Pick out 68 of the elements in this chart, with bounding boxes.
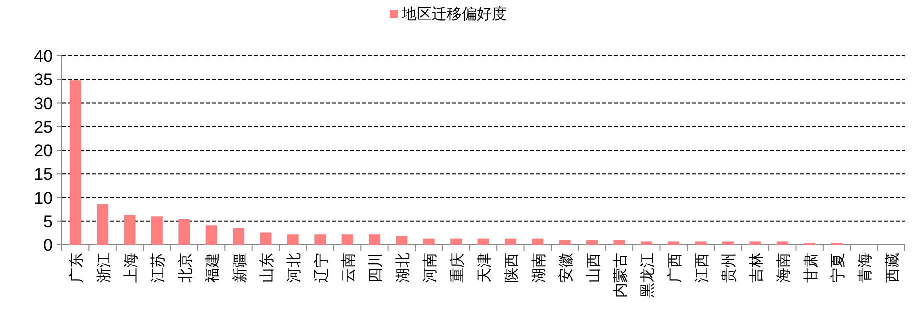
y-tick-label: 15 — [34, 165, 53, 184]
x-tick-label: 上海 — [122, 253, 140, 283]
x-tick-label: 安徽 — [558, 253, 576, 283]
x-tick-label: 福建 — [204, 253, 222, 283]
x-tick-label: 广东 — [68, 253, 86, 283]
x-tick-label: 湖北 — [394, 253, 412, 283]
bar — [450, 238, 462, 245]
x-tick-label: 贵州 — [721, 253, 738, 283]
y-tick-label: 25 — [34, 118, 53, 137]
x-tick-label: 黑龙江 — [640, 253, 657, 298]
y-tick-label: 40 — [34, 47, 53, 66]
x-tick-label: 甘肃 — [802, 253, 820, 283]
y-tick-label: 5 — [44, 212, 53, 232]
x-tick-label: 天津 — [476, 253, 494, 283]
x-tick-label: 吉林 — [748, 253, 766, 283]
x-tick-label: 青海 — [857, 253, 874, 283]
x-tick-label: 陕西 — [504, 253, 521, 283]
x-tick-label: 新疆 — [232, 253, 249, 283]
x-tick-label: 重庆 — [449, 253, 466, 283]
bar — [532, 238, 544, 245]
bar — [178, 219, 190, 245]
bar — [260, 232, 272, 245]
x-tick-label: 北京 — [177, 253, 194, 283]
bar — [97, 204, 108, 245]
x-tick-label: 海南 — [776, 253, 793, 283]
y-tick-label: 35 — [34, 70, 53, 90]
x-tick-label: 云南 — [340, 253, 358, 283]
x-tick-label: 四川 — [368, 253, 385, 283]
bar — [750, 242, 762, 245]
bar — [151, 216, 163, 245]
bar — [124, 215, 136, 245]
bar — [722, 242, 734, 245]
x-tick-label: 河北 — [286, 253, 304, 283]
x-tick-label: 河南 — [422, 253, 440, 283]
bar — [695, 242, 707, 245]
x-tick-label: 浙江 — [96, 253, 113, 283]
bar — [640, 242, 652, 245]
bar — [314, 234, 326, 245]
bar — [396, 236, 408, 245]
bar — [369, 234, 380, 245]
bar — [478, 238, 490, 245]
bar — [342, 234, 354, 245]
bar — [423, 238, 435, 245]
bar — [586, 240, 598, 245]
x-tick-label: 内蒙古 — [612, 253, 630, 298]
bar — [233, 228, 244, 245]
x-tick-label: 广西 — [666, 253, 684, 283]
x-tick-label: 西藏 — [884, 253, 902, 283]
legend-label: 地区迁移偏好度 — [401, 6, 507, 23]
bar — [668, 242, 680, 245]
y-tick-label: 0 — [44, 236, 53, 255]
bar — [206, 226, 218, 245]
x-tick-label: 江西 — [694, 253, 712, 283]
x-tick-label: 湖南 — [530, 253, 548, 283]
x-tick-label: 山西 — [585, 253, 602, 283]
bar — [776, 242, 788, 245]
x-tick-label: 江苏 — [150, 253, 168, 283]
bar — [559, 240, 571, 245]
y-tick-label: 20 — [34, 142, 53, 160]
x-tick-label: 山东 — [258, 253, 276, 283]
x-tick-label: 辽宁 — [313, 253, 330, 283]
bar — [614, 240, 626, 245]
bar — [287, 234, 299, 245]
y-tick-label: 10 — [34, 188, 53, 208]
bar — [70, 80, 82, 245]
bar — [504, 238, 516, 245]
x-tick-label: 宁夏 — [830, 253, 848, 283]
y-tick-label: 30 — [34, 94, 53, 114]
